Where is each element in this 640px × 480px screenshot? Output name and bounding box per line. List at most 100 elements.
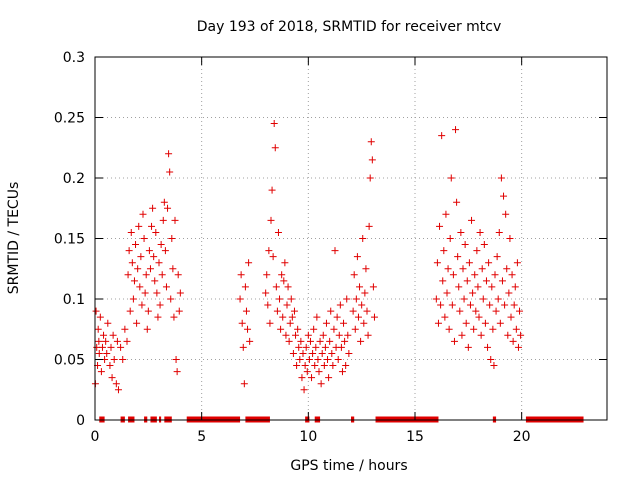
data-point	[95, 349, 103, 357]
data-point	[170, 313, 178, 321]
data-point	[362, 265, 370, 273]
data-point	[327, 307, 335, 315]
data-point	[343, 295, 351, 303]
data-point	[312, 343, 320, 351]
data-point	[130, 277, 138, 285]
y-tick-label: 0.15	[54, 232, 85, 248]
data-point	[434, 319, 442, 327]
data-point	[442, 210, 450, 218]
x-tick-label: 0	[91, 429, 100, 445]
data-point	[460, 295, 468, 303]
data-point	[318, 349, 326, 357]
data-point	[311, 362, 319, 370]
data-point	[297, 337, 305, 345]
data-point	[475, 313, 483, 321]
data-point	[351, 325, 359, 333]
data-point	[117, 343, 125, 351]
data-point	[141, 289, 149, 297]
data-point	[510, 301, 518, 309]
data-point	[490, 362, 498, 370]
data-point	[443, 289, 451, 297]
data-point	[472, 307, 480, 315]
data-point	[287, 295, 295, 303]
data-point	[304, 331, 312, 339]
data-point	[171, 216, 179, 224]
data-point	[172, 356, 180, 363]
data-point	[121, 325, 129, 333]
data-point	[266, 319, 274, 327]
data-point	[489, 325, 497, 333]
y-tick-label: 0.05	[54, 353, 85, 369]
data-point	[333, 313, 341, 321]
data-point	[104, 319, 112, 327]
data-point	[458, 331, 466, 339]
data-point	[511, 283, 519, 291]
data-point	[474, 283, 482, 291]
data-point	[455, 283, 463, 291]
data-point	[241, 283, 249, 291]
data-point	[162, 283, 170, 291]
data-point	[245, 259, 253, 267]
data-point	[370, 313, 378, 321]
x-tick-label: 20	[513, 429, 531, 445]
data-point	[356, 283, 364, 291]
data-point	[306, 337, 314, 345]
data-point	[174, 271, 182, 279]
data-point	[277, 325, 285, 333]
data-point	[470, 325, 478, 333]
data-point	[314, 356, 322, 363]
data-point	[359, 235, 367, 242]
data-point	[264, 301, 272, 309]
data-point	[286, 319, 294, 327]
data-point	[491, 271, 499, 279]
data-point	[463, 277, 471, 285]
grid	[95, 57, 607, 420]
data-point	[98, 343, 106, 351]
data-point	[337, 343, 345, 351]
data-point	[335, 331, 343, 339]
data-point	[110, 356, 118, 363]
data-point	[316, 337, 324, 345]
data-point	[514, 343, 522, 351]
data-point	[296, 356, 304, 363]
data-point	[138, 301, 146, 309]
y-tick-label: 0.2	[63, 171, 85, 187]
data-point	[484, 343, 492, 351]
data-point	[326, 337, 334, 345]
data-point	[169, 265, 177, 273]
data-point	[240, 380, 248, 388]
data-point	[300, 386, 308, 394]
y-tick-label: 0.1	[63, 292, 85, 308]
data-point	[324, 356, 332, 363]
data-point	[102, 337, 110, 345]
data-point	[334, 356, 342, 363]
data-point	[507, 313, 515, 321]
data-point	[357, 337, 365, 345]
data-point	[365, 222, 373, 230]
data-point	[349, 307, 357, 315]
data-point	[270, 120, 278, 128]
data-point	[303, 368, 311, 376]
data-point	[369, 283, 377, 291]
data-point	[148, 222, 156, 230]
data-point	[274, 228, 282, 236]
data-point	[281, 259, 289, 267]
data-point	[479, 295, 487, 303]
x-tick-label: 15	[406, 429, 424, 445]
x-axis-label: GPS time / hours	[290, 458, 407, 474]
data-point	[278, 271, 286, 279]
data-point	[95, 337, 103, 345]
data-point	[469, 289, 477, 297]
data-point	[301, 362, 309, 370]
data-point	[124, 271, 132, 279]
data-point	[284, 283, 292, 291]
data-point	[136, 283, 144, 291]
data-point	[173, 368, 181, 376]
data-point	[139, 210, 147, 218]
data-point	[345, 349, 353, 357]
data-point	[313, 313, 321, 321]
data-point	[471, 271, 479, 279]
data-point	[481, 319, 489, 327]
data-point	[512, 325, 520, 333]
data-point	[485, 259, 493, 267]
